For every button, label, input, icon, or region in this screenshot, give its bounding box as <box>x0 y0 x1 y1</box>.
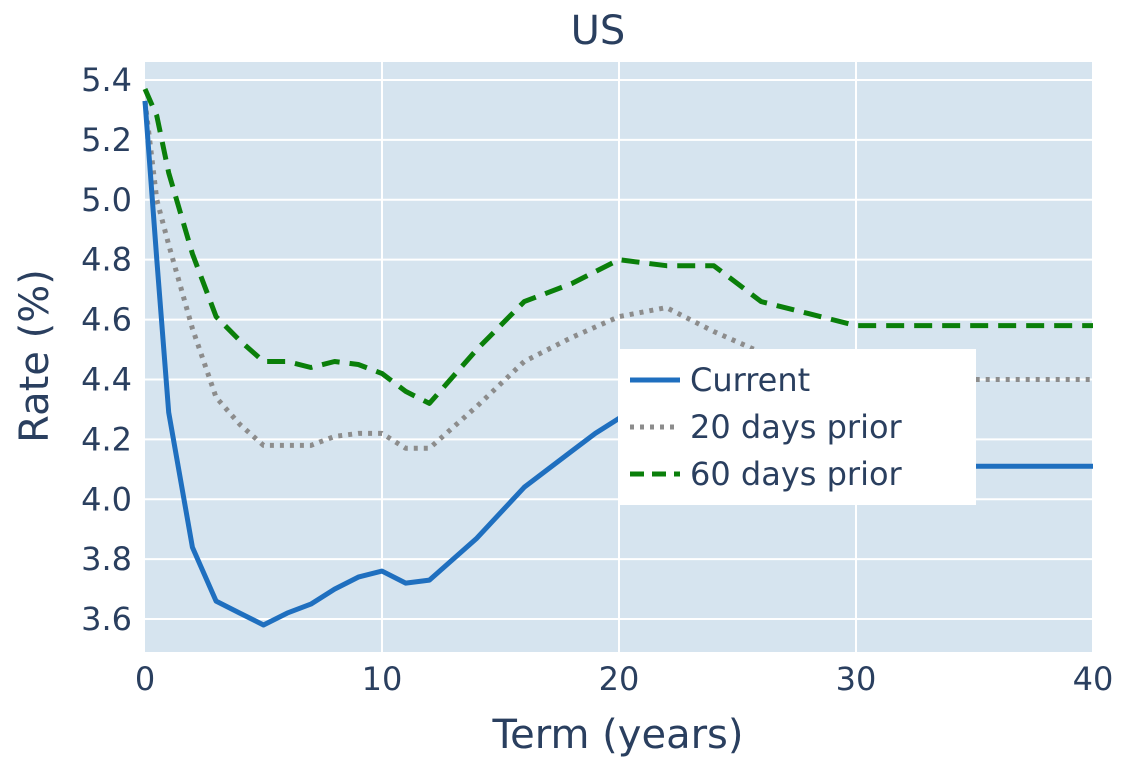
series-line-2 <box>142 87 1093 406</box>
y-tick-label: 3.6 <box>81 600 132 638</box>
x-axis-title: Term (years) <box>492 712 744 758</box>
chart-title: US <box>571 8 626 54</box>
x-tick-label: 10 <box>362 660 403 698</box>
y-tick-label: 5.0 <box>81 181 132 219</box>
x-axis-ticks: 0 10 20 30 40 <box>135 660 1114 698</box>
y-tick-label: 5.4 <box>81 61 132 99</box>
y-tick-label: 4.8 <box>81 241 132 279</box>
legend-label: 60 days prior <box>690 455 903 493</box>
y-tick-label: 4.2 <box>81 420 132 458</box>
y-tick-label: 3.8 <box>81 540 132 578</box>
x-tick-label: 30 <box>836 660 877 698</box>
x-tick-label: 0 <box>135 660 155 698</box>
legend-label: 20 days prior <box>690 408 903 446</box>
legend: Current 20 days prior 60 days prior <box>618 349 976 505</box>
legend-label: Current <box>690 361 810 399</box>
y-axis-ticks: 3.6 3.8 4.0 4.2 4.4 4.6 4.8 5.0 5.2 5.4 <box>81 61 132 638</box>
y-tick-label: 4.0 <box>81 480 132 518</box>
y-tick-label: 4.6 <box>81 301 132 339</box>
y-axis-title: Rate (%) <box>12 269 58 443</box>
legend-background <box>618 349 976 505</box>
legend-items: Current 20 days prior 60 days prior <box>630 361 903 493</box>
x-tick-label: 20 <box>599 660 640 698</box>
x-tick-label: 40 <box>1073 660 1114 698</box>
y-tick-label: 4.4 <box>81 360 132 398</box>
y-tick-label: 5.2 <box>81 121 132 159</box>
